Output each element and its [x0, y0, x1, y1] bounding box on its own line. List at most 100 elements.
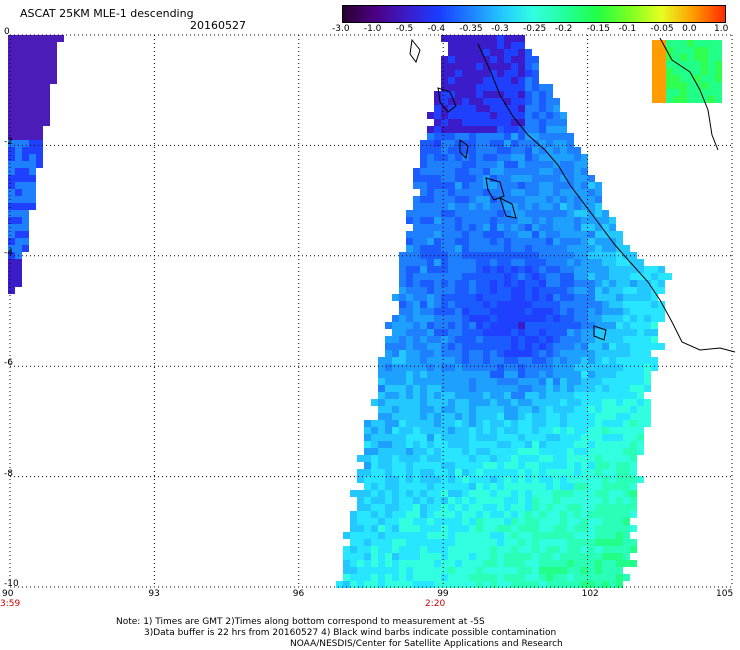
wind-cell [455, 315, 462, 322]
wind-cell [574, 322, 581, 329]
wind-cell [357, 581, 364, 588]
wind-cell [546, 196, 553, 203]
wind-cell [350, 553, 357, 560]
wind-cell [469, 182, 476, 189]
wind-cell [469, 441, 476, 448]
wind-cell [567, 427, 574, 434]
wind-cell [476, 210, 483, 217]
wind-cell [413, 525, 420, 532]
wind-cell [525, 315, 532, 322]
wind-cell [511, 567, 518, 574]
wind-cell [525, 140, 532, 147]
wind-cell [616, 546, 623, 553]
wind-cell [448, 266, 455, 273]
wind-cell [399, 329, 406, 336]
wind-cell [469, 483, 476, 490]
wind-cell [609, 294, 616, 301]
wind-cell [413, 462, 420, 469]
wind-cell [539, 245, 546, 252]
wind-cell [497, 567, 504, 574]
wind-cell [553, 112, 560, 119]
wind-cell [434, 224, 441, 231]
wind-cell [455, 119, 462, 126]
wind-cell [560, 455, 567, 462]
wind-cell [630, 301, 637, 308]
wind-cell [588, 364, 595, 371]
wind-cell [441, 224, 448, 231]
wind-cell [504, 105, 511, 112]
wind-cell [462, 42, 469, 49]
sumatra-coastline [477, 43, 736, 353]
wind-cell [567, 546, 574, 553]
wind-cell [504, 280, 511, 287]
wind-cell [378, 469, 385, 476]
wind-cell [602, 490, 609, 497]
wind-cell [532, 455, 539, 462]
wind-cell [441, 357, 448, 364]
wind-cell [588, 525, 595, 532]
wind-cell [448, 560, 455, 567]
wind-cell [609, 539, 616, 546]
wind-cell [490, 364, 497, 371]
wind-cell [680, 96, 687, 103]
wind-cell [476, 266, 483, 273]
wind-cell [518, 518, 525, 525]
wind-cell [560, 525, 567, 532]
wind-cell [666, 68, 673, 75]
wind-cell [708, 82, 715, 89]
wind-cell [525, 238, 532, 245]
wind-cell [350, 511, 357, 518]
wind-cell [406, 259, 413, 266]
wind-cell [532, 357, 539, 364]
wind-cell [525, 217, 532, 224]
wind-cell [476, 329, 483, 336]
wind-cell [29, 182, 36, 189]
product-date: 20160527 [190, 19, 246, 32]
wind-cell [455, 91, 462, 98]
wind-cell [483, 385, 490, 392]
wind-cell [504, 420, 511, 427]
wind-cell [588, 483, 595, 490]
wind-cell [518, 574, 525, 581]
wind-cell [392, 294, 399, 301]
wind-cell [455, 287, 462, 294]
wind-cell [483, 280, 490, 287]
wind-cell [455, 581, 462, 588]
wind-cell [399, 553, 406, 560]
wind-cell [673, 61, 680, 68]
wind-cell [581, 210, 588, 217]
wind-cell [462, 133, 469, 140]
wind-cell [406, 497, 413, 504]
wind-cell [518, 336, 525, 343]
wind-cell [511, 35, 518, 42]
wind-cell [490, 329, 497, 336]
wind-cell [462, 448, 469, 455]
wind-cell [490, 532, 497, 539]
wind-cell [511, 357, 518, 364]
wind-cell [518, 182, 525, 189]
wind-cell [518, 392, 525, 399]
wind-cell [434, 518, 441, 525]
wind-cell [567, 567, 574, 574]
wind-cell [504, 581, 511, 588]
wind-cell [595, 525, 602, 532]
wind-cell [448, 217, 455, 224]
wind-cell [595, 483, 602, 490]
wind-cell [455, 161, 462, 168]
wind-cell [36, 105, 43, 112]
wind-cell [8, 77, 15, 84]
wind-cell [490, 91, 497, 98]
wind-cell [36, 84, 43, 91]
wind-cell [462, 203, 469, 210]
wind-cell [567, 490, 574, 497]
wind-cell [630, 434, 637, 441]
wind-cell [441, 434, 448, 441]
wind-cell [595, 371, 602, 378]
wind-cell [504, 315, 511, 322]
wind-cell [413, 329, 420, 336]
wind-cell [448, 231, 455, 238]
wind-cell [609, 280, 616, 287]
wind-cell [602, 252, 609, 259]
wind-cell [567, 511, 574, 518]
wind-cell [553, 105, 560, 112]
